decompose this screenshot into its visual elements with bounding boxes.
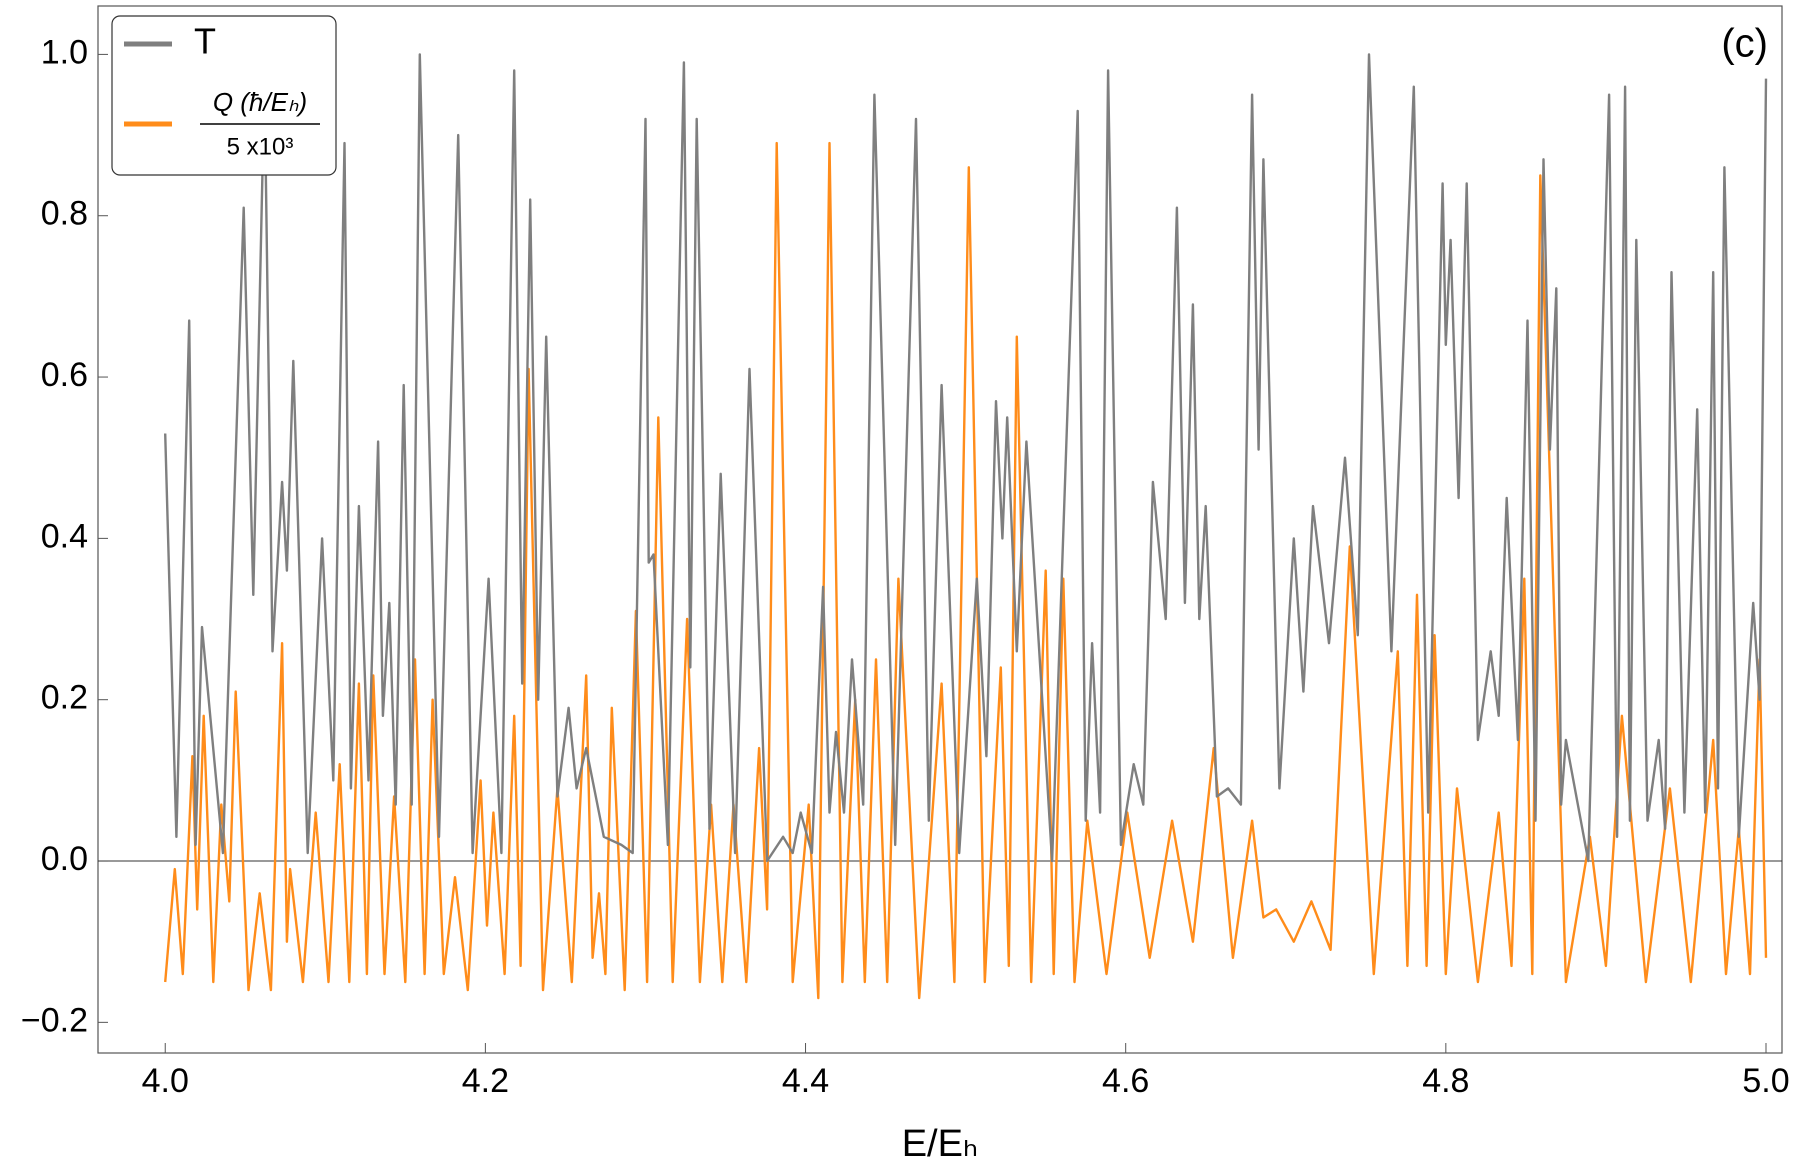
legend: T Q (ħ/Eₕ) 5 x10³	[111, 15, 337, 176]
y-tick-label: 1.0	[41, 33, 88, 71]
legend-label: 5 x10³	[227, 133, 294, 160]
y-tick-label: 0.2	[41, 679, 88, 717]
legend-box	[111, 15, 337, 176]
x-axis-label: E/Eₕ	[902, 1123, 979, 1165]
x-tick-label: 4.0	[142, 1062, 189, 1100]
series-line	[164, 53, 1768, 863]
legend-label: Q (ħ/Eₕ)	[213, 87, 307, 117]
y-tick-label: 0.6	[41, 356, 88, 394]
panel-label: (c)	[1721, 22, 1768, 66]
plot-frame	[97, 5, 1783, 1054]
x-tick-label: 5.0	[1742, 1062, 1789, 1100]
legend-label: T	[194, 21, 216, 62]
x-tick-label: 4.8	[1422, 1062, 1469, 1100]
y-tick-label: 0.0	[41, 840, 88, 878]
y-tick-label: −0.2	[21, 1001, 88, 1039]
y-tick-label: 0.8	[41, 195, 88, 233]
series-line	[164, 141, 1768, 1000]
y-tick-label: 0.4	[41, 517, 88, 555]
x-tick-label: 4.4	[782, 1062, 829, 1100]
x-tick-label: 4.2	[462, 1062, 509, 1100]
x-tick-label: 4.6	[1102, 1062, 1149, 1100]
